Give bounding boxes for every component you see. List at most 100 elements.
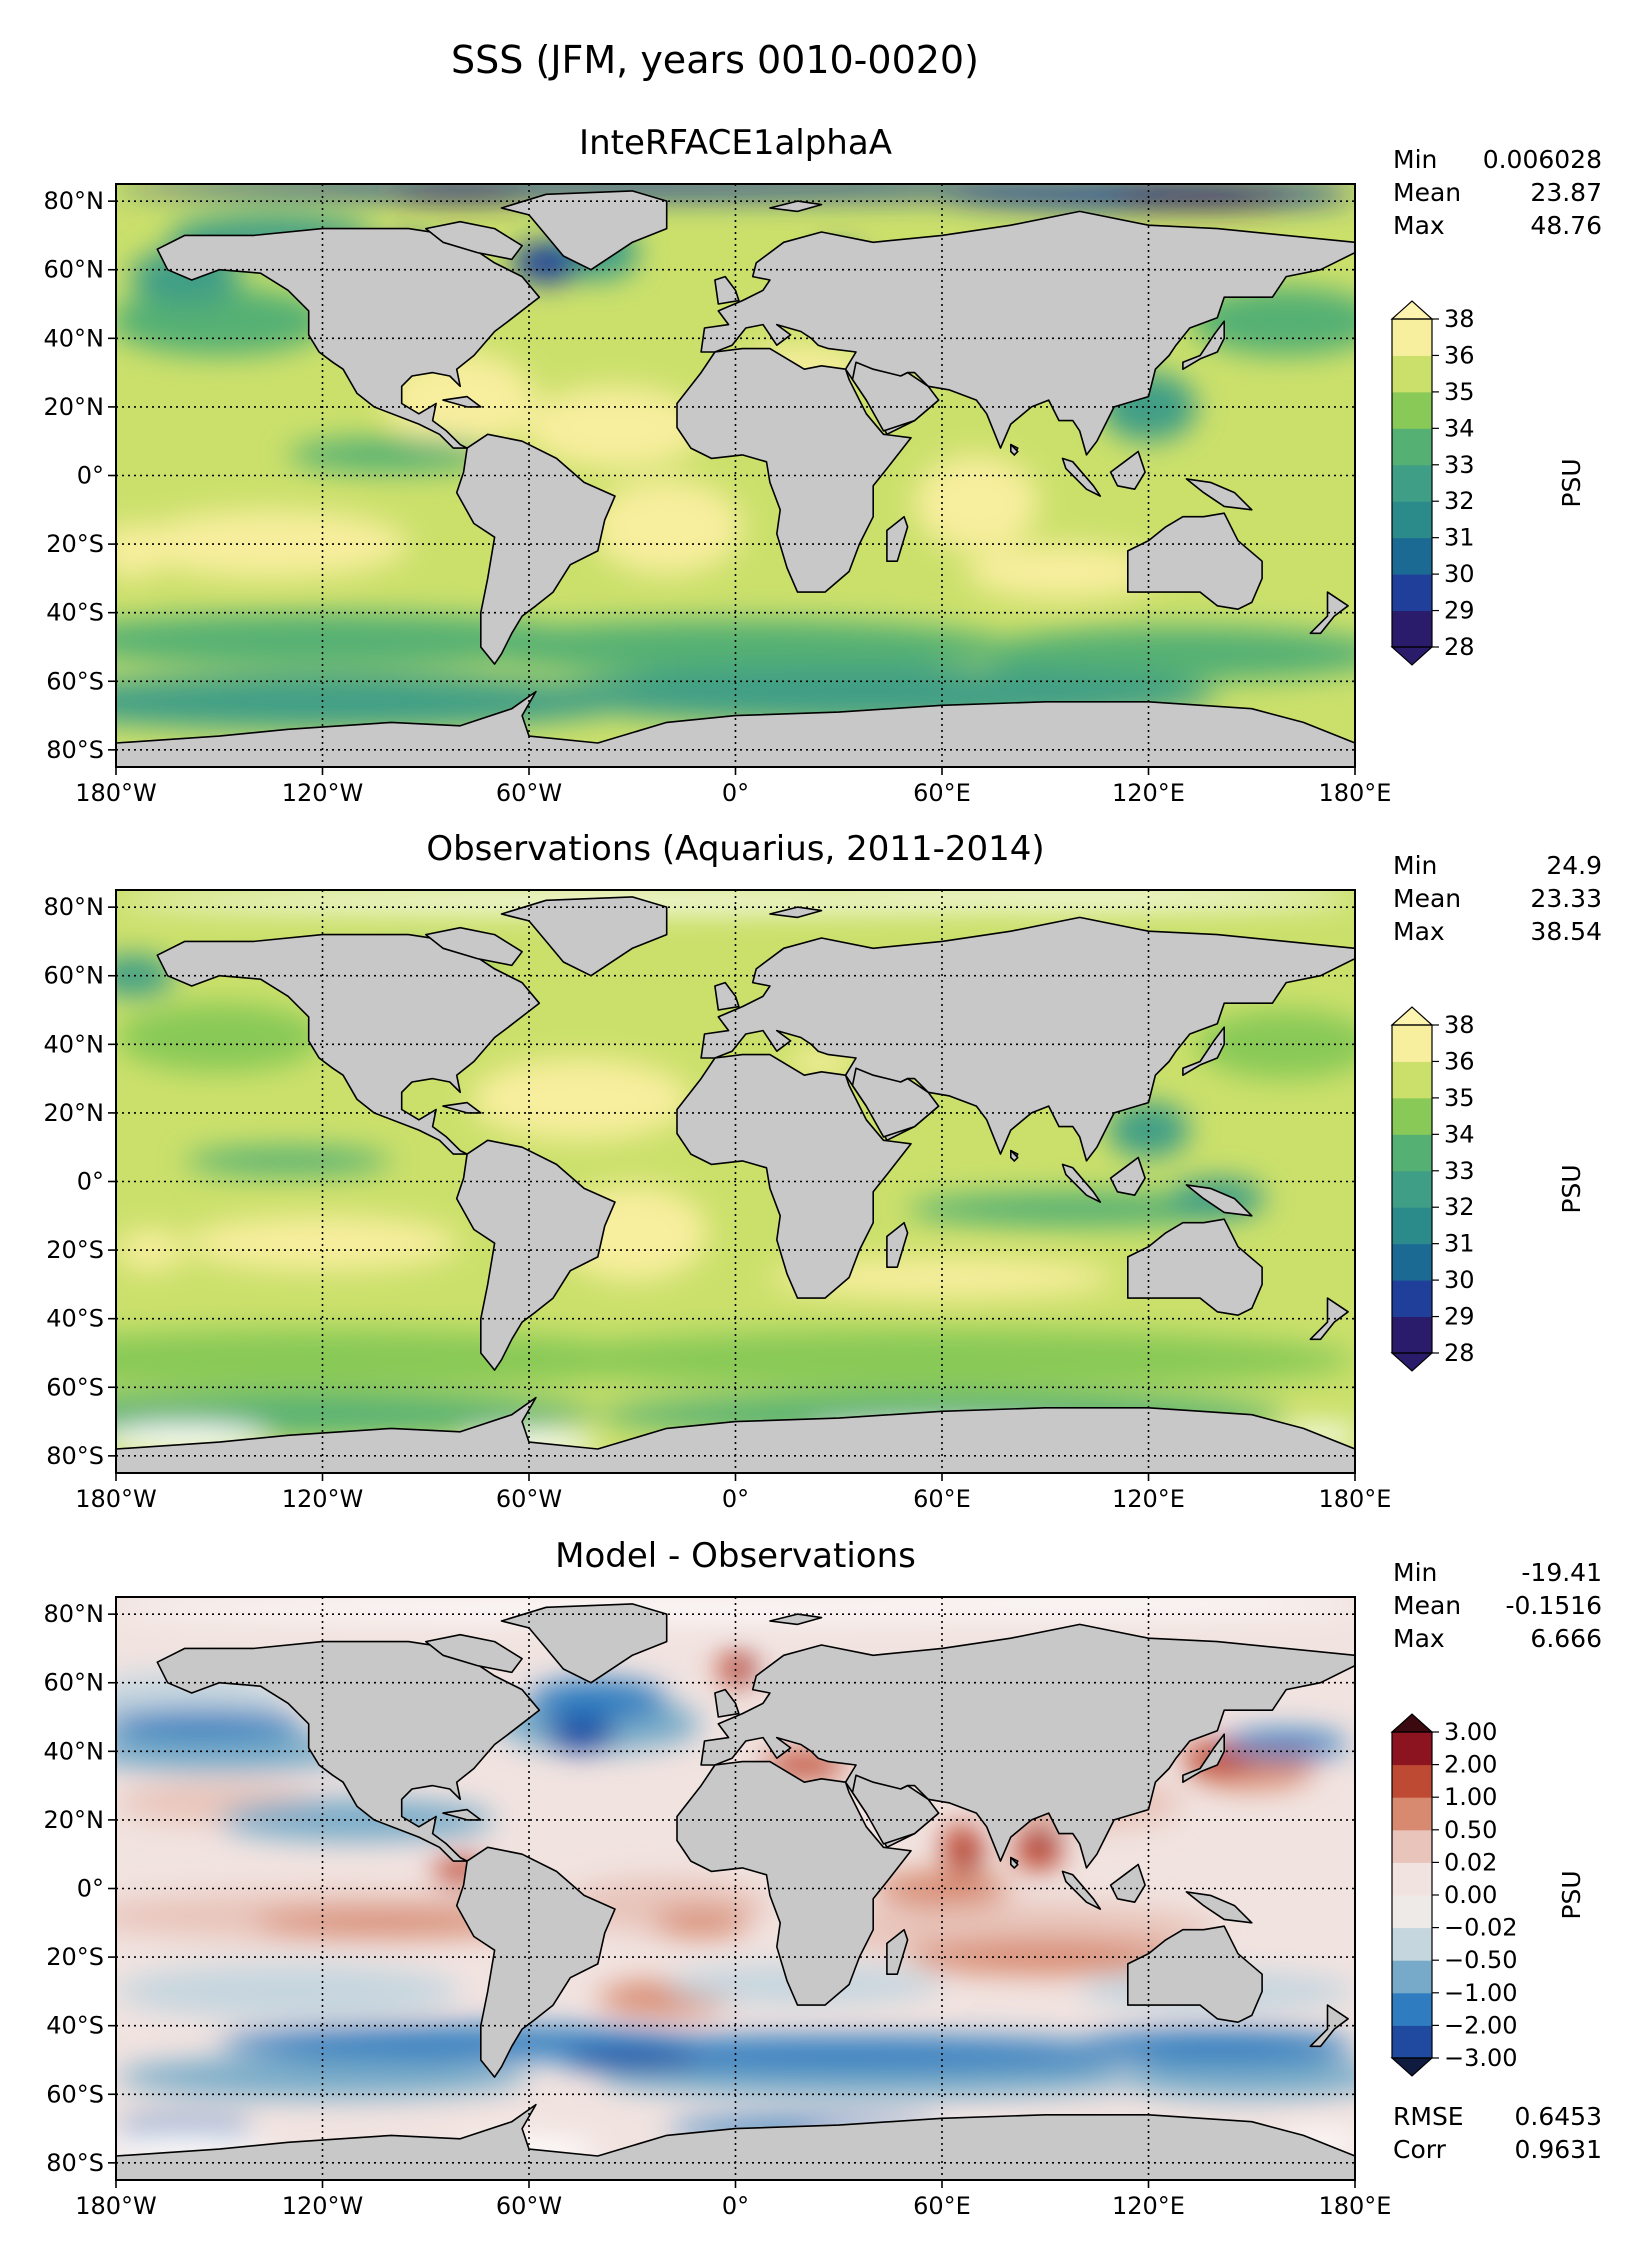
colorbar-extend-min	[1390, 1352, 1434, 1372]
field-patch	[116, 1710, 306, 1738]
landmass-baffin	[424, 220, 523, 261]
colorbar-tick-label: 32	[1444, 487, 1475, 515]
landmass-arabia	[851, 361, 940, 432]
colorbar-frame	[1391, 318, 1433, 648]
field-patch	[769, 1256, 1115, 1299]
land-layer	[116, 1603, 1355, 2180]
y-tick-label: 80°S	[46, 1442, 104, 1470]
field-patch	[116, 1328, 667, 1391]
colorbar-label: PSU	[1557, 458, 1586, 507]
field-patch	[652, 1909, 750, 1937]
y-tick-label: 40°N	[44, 1030, 105, 1058]
landmass-namerica	[156, 1640, 541, 1862]
stat-label: Max	[1393, 1624, 1445, 1653]
colorbar-segment	[1392, 1243, 1432, 1281]
colorbar-segment	[1392, 464, 1432, 502]
colorbar-tick-label: 33	[1444, 1157, 1475, 1185]
colorbar-tick-label: 32	[1444, 1193, 1475, 1221]
stat-label: Min	[1393, 851, 1437, 880]
y-tick-label: 40°S	[46, 1305, 104, 1333]
y-tick-labels: 80°N 60°N 40°N 20°N 0° 20°S 40°S 60°S 80°S	[44, 893, 116, 1470]
stat-value: 24.9	[1546, 851, 1602, 880]
x-tick-label: 120°E	[1112, 779, 1185, 807]
colorbar-segment	[1392, 1207, 1432, 1245]
colorbar-segment	[1392, 610, 1432, 648]
landmass-borneo	[1109, 1863, 1146, 1903]
field-layer	[116, 184, 1355, 767]
colorbar-segment	[1392, 1895, 1432, 1929]
field-patch	[1224, 1730, 1349, 1759]
landmass-svalbard	[769, 200, 823, 213]
landmass-sri	[1009, 1856, 1019, 1869]
footer-stat-label: Corr	[1393, 2135, 1447, 2164]
field-patch	[525, 386, 705, 469]
landmass-namerica	[156, 933, 541, 1155]
landmass-madagascar	[886, 515, 909, 563]
y-tick-labels: 80°N 60°N 40°N 20°N 0° 20°S 40°S 60°S 80°S	[44, 1600, 116, 2177]
colorbar-segment	[1392, 1960, 1432, 1994]
colorbar-segment	[1392, 1797, 1432, 1831]
colorbar-segment	[1392, 574, 1432, 612]
colorbar-frame	[1391, 1024, 1433, 1354]
field-patch	[133, 509, 409, 579]
field-patch	[116, 1394, 598, 1436]
colorbar-tick-label: 28	[1444, 1339, 1475, 1367]
landmass-samerica	[455, 433, 616, 665]
colorbar-tick-label: 29	[1444, 597, 1475, 625]
field-patch	[288, 437, 495, 473]
x-tick-label: 60°W	[496, 779, 562, 807]
colorbar-tick-label: 38	[1444, 305, 1475, 333]
colorbar-extend-min	[1390, 646, 1434, 666]
y-tick-label: 0°	[77, 1168, 104, 1196]
colorbar-extend-max	[1390, 300, 1434, 320]
y-tick-label: 80°S	[46, 2149, 104, 2177]
colorbar-segment	[1392, 1170, 1432, 1208]
colorbar-tick-label: 28	[1444, 633, 1475, 661]
landmass-africa	[676, 1760, 912, 2006]
landmass-madagascar	[886, 1928, 909, 1975]
landmass-africa	[676, 1053, 912, 1299]
x-tick-label: 180°E	[1319, 2192, 1392, 2220]
colorbar-segment	[1392, 1764, 1432, 1798]
x-tick-label: 120°W	[282, 1485, 364, 1513]
landmass-newguinea	[1185, 1891, 1253, 1924]
colorbar-tick-label: −1.00	[1444, 1979, 1518, 2007]
colorbar-tick-label: 3.00	[1444, 1718, 1497, 1746]
stat-value: -0.1516	[1506, 1591, 1603, 1620]
stat-value: 6.666	[1530, 1624, 1602, 1653]
field-patch	[907, 1191, 1252, 1227]
stat-value: 48.76	[1530, 211, 1602, 240]
landmass-caribbean	[442, 1101, 482, 1114]
y-tick-label: 20°S	[46, 530, 104, 558]
footer-stat-value: 0.6453	[1515, 2102, 1602, 2131]
land-layer	[116, 190, 1355, 767]
colorbar-tick-label: −0.02	[1444, 1914, 1518, 1942]
panel-obs: Observations (Aquarius, 2011-2014)180°W 1…	[44, 829, 1603, 1513]
y-tick-label: 60°N	[44, 256, 105, 284]
y-tick-label: 0°	[77, 462, 104, 490]
y-tick-label: 40°S	[46, 2012, 104, 2040]
field-patch	[1114, 2056, 1355, 2098]
landmass-caribbean	[442, 1808, 482, 1821]
landmass-samerica	[455, 1846, 616, 2078]
landmass-madagascar	[886, 1221, 909, 1268]
field-blobs	[116, 1597, 1355, 2167]
y-tick-label: 40°N	[44, 1737, 105, 1765]
stats-block: Min -19.41 Mean -0.1516 Max 6.666	[1393, 1558, 1602, 1653]
y-tick-label: 20°S	[46, 1236, 104, 1264]
field-patch	[116, 955, 175, 997]
landmass-sri	[1009, 443, 1019, 456]
colorbar-tick-label: 1.00	[1444, 1783, 1497, 1811]
field-patch	[590, 478, 743, 575]
field-patch	[959, 1850, 980, 1872]
y-tick-label: 20°N	[44, 1099, 105, 1127]
y-tick-label: 20°N	[44, 1806, 105, 1834]
y-tick-label: 60°N	[44, 962, 105, 990]
x-tick-label: 0°	[722, 779, 749, 807]
field-patch	[976, 626, 1355, 682]
landmass-africa	[676, 347, 912, 593]
panels: InteRFACE1alphaA 180°W 120°W 60°W 0° 60°E 120°…	[44, 123, 1603, 2220]
y-tick-label: 0°	[77, 1875, 104, 1903]
field-patch	[1189, 286, 1355, 356]
